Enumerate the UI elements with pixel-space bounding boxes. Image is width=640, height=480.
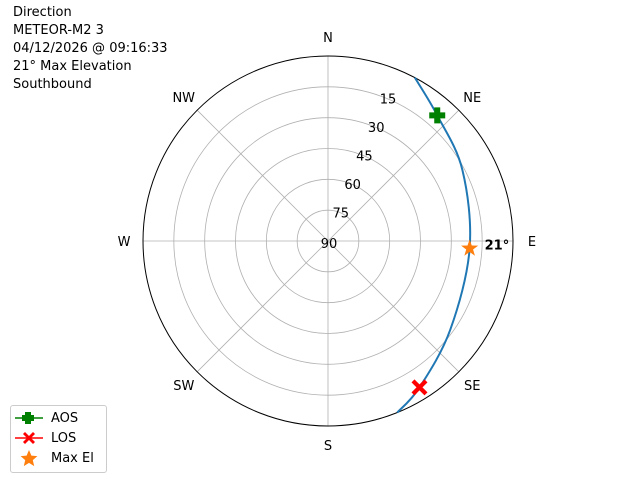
legend: AOS LOS Max El bbox=[10, 405, 107, 473]
los-legend-marker-icon bbox=[15, 432, 43, 444]
chart-title: Direction METEOR-M2 3 04/12/2026 @ 09:16… bbox=[13, 4, 168, 94]
aos-marker bbox=[429, 107, 446, 124]
angular-gridline bbox=[327, 240, 460, 373]
legend-item-los: LOS bbox=[11, 428, 76, 448]
title-line: 04/12/2026 @ 09:16:33 bbox=[13, 41, 168, 56]
radial-tick-label: 15 bbox=[380, 93, 397, 108]
legend-item-aos: AOS bbox=[11, 408, 78, 428]
pass-track-line bbox=[396, 77, 472, 414]
legend-item-max-el: Max El bbox=[11, 448, 94, 468]
direction-label-se: SE bbox=[464, 379, 480, 394]
max-el-legend-marker-icon bbox=[20, 450, 38, 467]
radial-tick-label: 90 bbox=[321, 237, 338, 252]
title-line: Direction bbox=[13, 5, 72, 20]
legend-label: Max El bbox=[51, 450, 94, 466]
radial-tick-label: 45 bbox=[356, 150, 373, 165]
angular-gridline bbox=[196, 240, 329, 373]
legend-label: LOS bbox=[51, 430, 77, 446]
polar-frame bbox=[142, 55, 514, 427]
direction-label-sw: SW bbox=[173, 379, 194, 394]
angular-gridline bbox=[327, 109, 460, 242]
title-line: Southbound bbox=[13, 77, 92, 92]
angular-gridline bbox=[196, 109, 329, 242]
direction-label-n: N bbox=[323, 31, 333, 46]
direction-label-e: E bbox=[528, 235, 536, 250]
radial-tick-label: 60 bbox=[344, 178, 361, 193]
direction-label-ne: NE bbox=[463, 91, 481, 106]
max-el-marker bbox=[461, 239, 479, 256]
direction-label-nw: NW bbox=[172, 91, 195, 106]
los-marker bbox=[411, 379, 428, 396]
direction-label-s: S bbox=[324, 439, 332, 454]
radial-tick-label: 30 bbox=[368, 121, 385, 136]
title-line: 21° Max Elevation bbox=[13, 59, 132, 74]
legend-label: AOS bbox=[51, 410, 79, 426]
title-line: METEOR-M2 3 bbox=[13, 23, 104, 38]
max-elevation-annotation: 21° bbox=[485, 238, 510, 253]
direction-label-w: W bbox=[118, 235, 131, 250]
radial-tick-label: 75 bbox=[333, 207, 350, 222]
aos-legend-marker-icon bbox=[15, 412, 43, 424]
